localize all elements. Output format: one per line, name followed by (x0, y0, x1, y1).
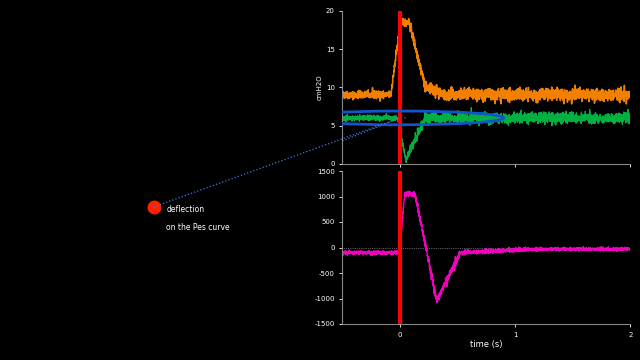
Text: on the Pes curve: on the Pes curve (166, 223, 230, 232)
X-axis label: time (s): time (s) (470, 341, 502, 350)
Y-axis label: cmH2O: cmH2O (317, 75, 323, 100)
Text: deflection: deflection (166, 205, 205, 214)
